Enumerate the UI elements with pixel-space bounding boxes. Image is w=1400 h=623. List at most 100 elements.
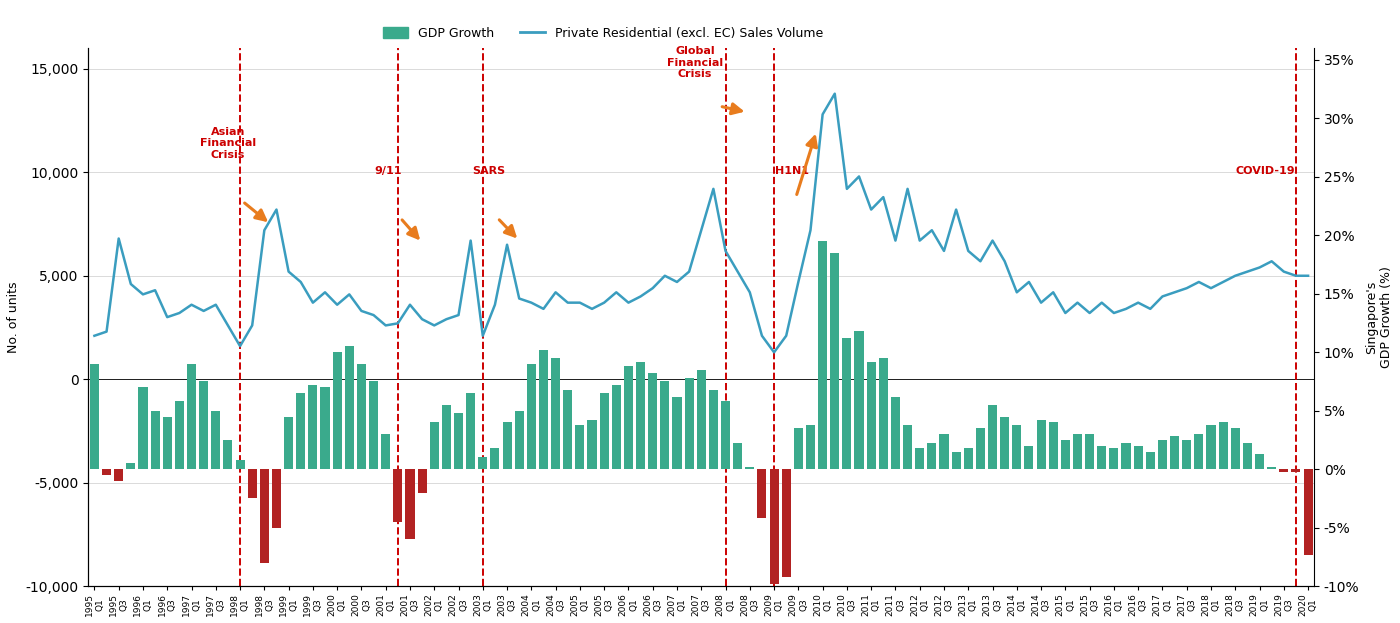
Bar [575, 425, 584, 469]
Bar [235, 460, 245, 469]
Bar [952, 452, 960, 469]
Bar [770, 469, 778, 584]
Bar [357, 364, 365, 469]
Bar [794, 428, 802, 469]
Bar [333, 352, 342, 469]
Bar [162, 417, 172, 469]
Bar [976, 428, 986, 469]
Bar [248, 469, 256, 498]
Bar [90, 364, 99, 469]
Text: SARS: SARS [472, 166, 505, 176]
Bar [1036, 420, 1046, 469]
Bar [1194, 434, 1204, 469]
Bar [963, 448, 973, 469]
Bar [115, 469, 123, 481]
Bar [344, 346, 354, 469]
Bar [539, 350, 547, 469]
Bar [260, 469, 269, 563]
Bar [685, 378, 693, 469]
Bar [102, 469, 111, 475]
Bar [1098, 446, 1106, 469]
Bar [1291, 469, 1301, 472]
Bar [151, 411, 160, 469]
Bar [1012, 425, 1022, 469]
Bar [175, 401, 183, 469]
Legend: GDP Growth, Private Residential (excl. EC) Sales Volume: GDP Growth, Private Residential (excl. E… [378, 22, 827, 45]
Bar [599, 393, 609, 469]
Bar [308, 385, 318, 469]
Bar [867, 361, 876, 469]
Bar [393, 469, 402, 522]
Text: 9/11: 9/11 [374, 166, 402, 176]
Bar [526, 364, 536, 469]
Bar [199, 381, 209, 469]
Bar [552, 358, 560, 469]
Bar [1218, 422, 1228, 469]
Bar [272, 469, 281, 528]
Bar [479, 457, 487, 469]
Bar [648, 373, 657, 469]
Bar [1000, 417, 1009, 469]
Bar [830, 253, 840, 469]
Bar [321, 388, 329, 469]
Bar [745, 467, 755, 469]
Y-axis label: Singapore's
GDP Growth (%): Singapore's GDP Growth (%) [1365, 266, 1393, 368]
Bar [612, 385, 620, 469]
Bar [1049, 422, 1058, 469]
Bar [454, 413, 463, 469]
Bar [927, 444, 937, 469]
Bar [466, 393, 475, 469]
Bar [588, 420, 596, 469]
Bar [126, 464, 136, 469]
Bar [843, 338, 851, 469]
Bar [1061, 440, 1070, 469]
Bar [1145, 452, 1155, 469]
Bar [515, 411, 524, 469]
Bar [370, 381, 378, 469]
Bar [417, 469, 427, 493]
Bar [1280, 469, 1288, 472]
Bar [879, 358, 888, 469]
Bar [636, 361, 645, 469]
Bar [381, 434, 391, 469]
Text: Asian
Financial
Crisis: Asian Financial Crisis [200, 126, 256, 160]
Bar [1085, 434, 1095, 469]
Bar [734, 444, 742, 469]
Bar [297, 393, 305, 469]
Bar [1254, 454, 1264, 469]
Bar [721, 401, 729, 469]
Bar [1231, 428, 1240, 469]
Bar [224, 440, 232, 469]
Bar [1134, 446, 1142, 469]
Bar [284, 417, 293, 469]
Bar [624, 366, 633, 469]
Bar [139, 388, 147, 469]
Bar [406, 469, 414, 540]
Bar [939, 434, 949, 469]
Bar [672, 397, 682, 469]
Bar [1170, 437, 1179, 469]
Bar [781, 469, 791, 577]
Bar [890, 397, 900, 469]
Bar [708, 389, 718, 469]
Bar [1121, 444, 1131, 469]
Bar [854, 331, 864, 469]
Bar [503, 422, 511, 469]
Text: COVID-19: COVID-19 [1236, 166, 1295, 176]
Text: Global
Financial
Crisis: Global Financial Crisis [668, 46, 724, 79]
Bar [988, 405, 997, 469]
Bar [697, 370, 706, 469]
Bar [1182, 440, 1191, 469]
Bar [1267, 467, 1277, 469]
Bar [442, 405, 451, 469]
Bar [818, 241, 827, 469]
Bar [1303, 469, 1313, 554]
Y-axis label: No. of units: No. of units [7, 282, 20, 353]
Bar [1158, 440, 1168, 469]
Bar [1207, 425, 1215, 469]
Bar [211, 411, 220, 469]
Bar [661, 381, 669, 469]
Bar [188, 364, 196, 469]
Bar [563, 389, 573, 469]
Bar [1109, 448, 1119, 469]
